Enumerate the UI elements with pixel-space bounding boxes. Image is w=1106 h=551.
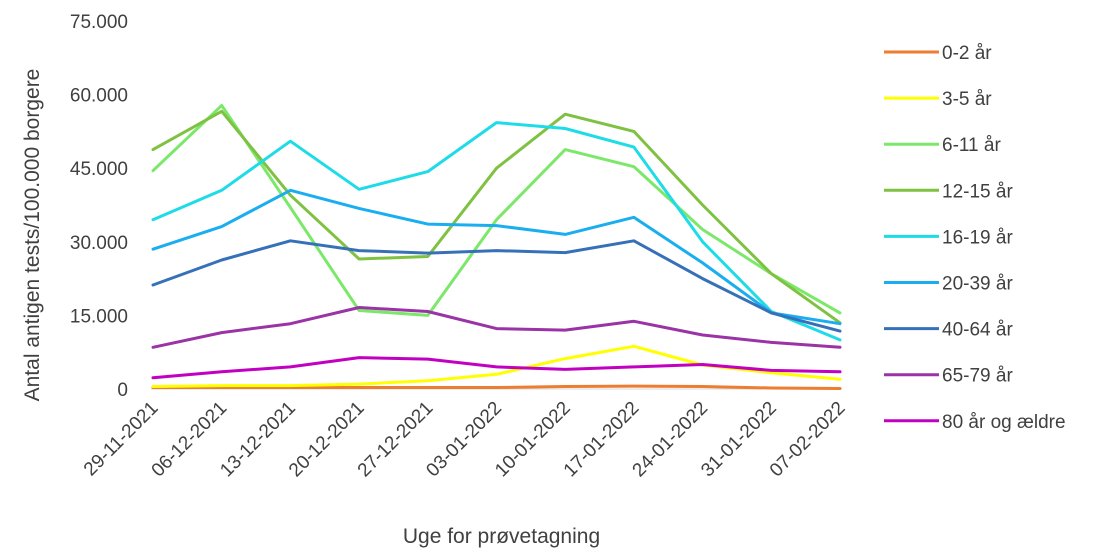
legend-label: 16-19 år	[942, 227, 1013, 248]
legend: 0-2 år 3-5 år 6-11 år 12-15 år 16-19 år 20-39…	[884, 43, 1066, 433]
series-line	[151, 109, 842, 325]
x-axis-title: Uge for prøvetagning	[403, 525, 600, 548]
series-lines	[151, 103, 842, 390]
y-tick-label: 15.000	[70, 306, 128, 327]
legend-label: 80 år og ældre	[942, 412, 1066, 433]
y-tick-label: 75.000	[70, 12, 128, 33]
series-line	[151, 103, 842, 317]
legend-label: 20-39 år	[942, 274, 1013, 295]
legend-item: 20-39 år	[884, 274, 1013, 295]
y-axis: 0 15.000 30.000 45.000 60.000 75.000	[70, 12, 128, 401]
y-axis-title: Antal antigen tests/100.000 borgere	[21, 69, 44, 402]
legend-item: 12-15 år	[884, 181, 1013, 202]
y-tick-label: 60.000	[70, 86, 128, 107]
legend-label: 65-79 år	[942, 366, 1013, 387]
legend-label: 40-64 år	[942, 320, 1013, 341]
x-axis: 29-11-202106-12-202113-12-202120-12-2021…	[80, 388, 850, 481]
legend-label: 3-5 år	[942, 89, 992, 110]
series-line	[151, 121, 842, 342]
series-line	[151, 384, 842, 390]
legend-item: 6-11 år	[884, 135, 1001, 156]
legend-item: 80 år og ældre	[884, 412, 1066, 433]
legend-item: 65-79 år	[884, 366, 1013, 387]
y-tick-label: 45.000	[70, 159, 128, 180]
series-line	[151, 356, 842, 380]
legend-label: 0-2 år	[942, 43, 992, 64]
legend-label: 6-11 år	[942, 135, 1001, 156]
legend-item: 16-19 år	[884, 227, 1013, 248]
legend-item: 40-64 år	[884, 320, 1013, 341]
y-tick-label: 0	[117, 380, 128, 401]
y-tick-label: 30.000	[70, 233, 128, 254]
series-line	[151, 188, 842, 326]
legend-item: 3-5 år	[884, 89, 992, 110]
legend-label: 12-15 år	[942, 181, 1013, 202]
series-line	[151, 239, 842, 333]
legend-item: 0-2 år	[884, 43, 992, 64]
series-line	[151, 306, 842, 349]
